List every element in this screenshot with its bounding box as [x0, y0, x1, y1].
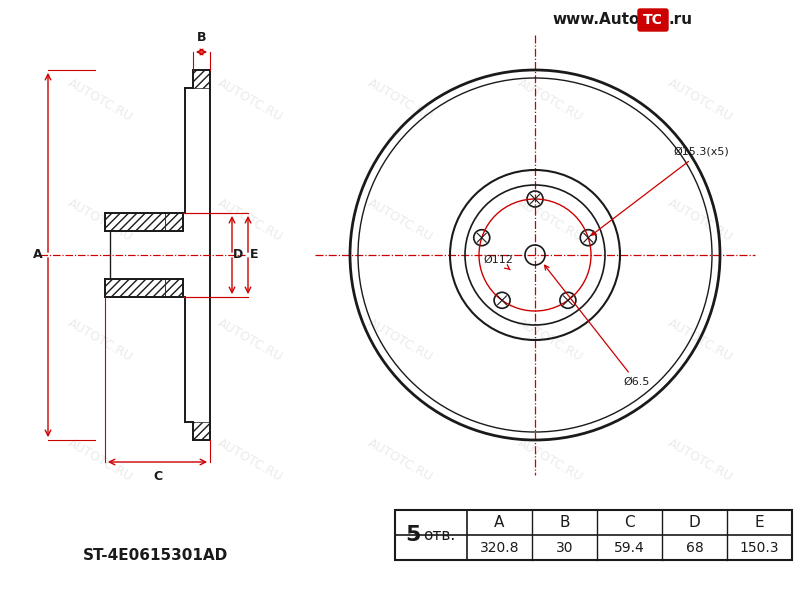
Text: AUTOTC.RU: AUTOTC.RU	[365, 436, 435, 484]
Bar	[165, 213, 183, 231]
Text: AUTOTC.RU: AUTOTC.RU	[65, 76, 135, 124]
Bar	[193, 70, 210, 88]
Text: A: A	[33, 248, 43, 262]
Text: AUTOTC.RU: AUTOTC.RU	[365, 316, 435, 364]
Text: AUTOTC.RU: AUTOTC.RU	[515, 76, 585, 124]
FancyBboxPatch shape	[638, 9, 668, 31]
Text: D: D	[233, 248, 243, 262]
Text: 30: 30	[556, 541, 574, 554]
Text: C: C	[153, 470, 162, 483]
Text: .ru: .ru	[668, 13, 692, 28]
Text: AUTOTC.RU: AUTOTC.RU	[515, 436, 585, 484]
Text: 320.8: 320.8	[480, 541, 519, 554]
Bar	[193, 422, 210, 440]
Text: AUTOTC.RU: AUTOTC.RU	[365, 196, 435, 244]
Text: AUTOTC.RU: AUTOTC.RU	[215, 316, 285, 364]
Text: E: E	[754, 515, 764, 530]
Bar	[165, 279, 183, 297]
Text: E: E	[250, 248, 258, 262]
Text: C: C	[624, 515, 635, 530]
Text: Ø112: Ø112	[483, 255, 513, 269]
Text: AUTOTC.RU: AUTOTC.RU	[65, 316, 135, 364]
Text: 68: 68	[686, 541, 703, 554]
Text: AUTOTC.RU: AUTOTC.RU	[215, 196, 285, 244]
Text: AUTOTC.RU: AUTOTC.RU	[665, 436, 735, 484]
Text: AUTOTC.RU: AUTOTC.RU	[365, 76, 435, 124]
Text: TC: TC	[643, 13, 663, 27]
Bar	[105, 213, 165, 231]
Text: Ø6.5: Ø6.5	[545, 265, 650, 387]
Text: AUTOTC.RU: AUTOTC.RU	[65, 436, 135, 484]
Text: отв.: отв.	[423, 527, 455, 542]
Text: AUTOTC.RU: AUTOTC.RU	[215, 76, 285, 124]
Text: AUTOTC.RU: AUTOTC.RU	[515, 196, 585, 244]
Text: Ø15.3(x5): Ø15.3(x5)	[591, 147, 729, 235]
Text: ST-4E0615301AD: ST-4E0615301AD	[82, 547, 228, 563]
Text: AUTOTC.RU: AUTOTC.RU	[515, 316, 585, 364]
Text: A: A	[494, 515, 505, 530]
Bar	[395, 510, 792, 560]
Text: B: B	[559, 515, 570, 530]
Text: 5: 5	[406, 525, 421, 545]
Text: AUTOTC.RU: AUTOTC.RU	[665, 196, 735, 244]
Text: www.Auto: www.Auto	[553, 13, 640, 28]
Text: 59.4: 59.4	[614, 541, 645, 554]
Text: D: D	[689, 515, 700, 530]
Bar	[105, 279, 165, 297]
Text: 150.3: 150.3	[740, 541, 779, 554]
Text: AUTOTC.RU: AUTOTC.RU	[665, 76, 735, 124]
Text: AUTOTC.RU: AUTOTC.RU	[65, 196, 135, 244]
Text: AUTOTC.RU: AUTOTC.RU	[215, 436, 285, 484]
Text: AUTOTC.RU: AUTOTC.RU	[665, 316, 735, 364]
Text: B: B	[197, 31, 206, 44]
